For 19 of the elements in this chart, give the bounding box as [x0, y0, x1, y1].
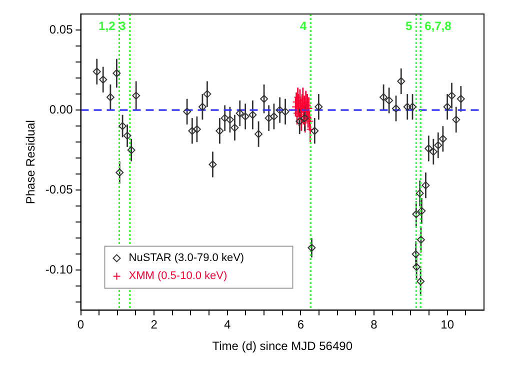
- x-tick-label: 10: [440, 318, 454, 332]
- x-tick-label: 4: [224, 318, 232, 332]
- x-tick-label: 2: [150, 318, 158, 332]
- legend-label: NuSTAR (3.0-79.0 keV): [128, 252, 244, 264]
- annotation: 3: [119, 19, 126, 34]
- annotation: 5: [405, 19, 412, 34]
- annotation: 4: [300, 19, 307, 34]
- x-axis-title: Time (d) since MJD 56490: [212, 339, 353, 354]
- x-tick-label: 6: [297, 318, 304, 332]
- x-tick-label: 0: [77, 318, 84, 332]
- y-tick-label: 0.05: [49, 22, 74, 36]
- y-tick-label: -0.05: [45, 182, 74, 196]
- annotation: 6,7,8: [424, 19, 452, 34]
- y-axis-title: Phase Residual: [24, 120, 38, 204]
- legend-label: XMM (0.5-10.0 keV): [128, 270, 228, 282]
- annotation: 1,2: [98, 19, 116, 34]
- x-tick-label: 8: [370, 318, 378, 332]
- y-tick-label: 0.00: [49, 102, 74, 116]
- y-tick-label: -0.10: [45, 262, 74, 276]
